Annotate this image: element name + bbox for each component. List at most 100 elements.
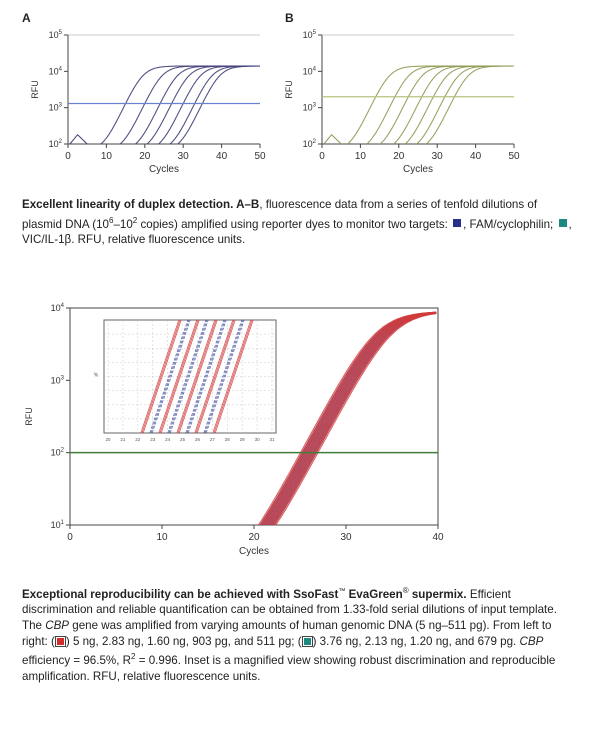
- y-tick-base-b: 10: [303, 66, 313, 76]
- amplification-curve-red: [270, 312, 437, 525]
- inset-curve-teal: [167, 320, 207, 433]
- y-axis-label-a: RFU: [30, 80, 40, 99]
- y-tick-label-a: 102: [49, 139, 63, 149]
- y-tick-base-main: 10: [51, 303, 61, 313]
- inset-curve-red: [142, 320, 182, 433]
- inset-curve-red: [141, 320, 181, 433]
- caption2-reg: ®: [402, 586, 409, 595]
- inset-curve-red: [160, 320, 200, 433]
- panel-label-b: B: [285, 11, 294, 25]
- y-tick-base-b: 10: [303, 30, 313, 40]
- caption1-bold: Excellent linearity of duplex detection.…: [22, 198, 260, 211]
- y-tick-base-a: 10: [49, 139, 59, 149]
- vic-swatch-icon: [558, 219, 567, 228]
- baseline-noise-a: [69, 133, 88, 144]
- inset-x-tick-label: 21: [120, 437, 126, 442]
- amplification-curve-b: [415, 65, 514, 144]
- inset-x-tick-label: 31: [269, 437, 275, 442]
- amplification-curve-b: [346, 65, 514, 144]
- fam-swatch-icon: [453, 219, 462, 228]
- amplification-curve-b: [425, 65, 514, 144]
- x-tick-label-b: 20: [393, 151, 405, 162]
- y-tick-label-b: 104: [303, 66, 317, 76]
- caption2-bold3: supermix.: [408, 587, 467, 601]
- caption2-p4: ) 3.76 ng, 2.13 ng, 1.20 ng, and 679 pg.: [312, 634, 520, 648]
- caption1-fam: , FAM/cyclophilin;: [463, 217, 557, 231]
- amplification-curve-b: [366, 65, 514, 144]
- inset-x-tick-label: 25: [180, 437, 186, 442]
- caption1-sup2: 2: [132, 215, 138, 225]
- inset-curve-red: [212, 320, 252, 433]
- inset-curve-red: [140, 320, 180, 433]
- x-tick-label-b: 30: [432, 151, 444, 162]
- caption1-part2: –10: [113, 217, 133, 231]
- baseline-noise-b: [323, 133, 342, 144]
- x-tick-label-b: 50: [508, 151, 520, 162]
- inset-curve-red: [195, 320, 235, 433]
- inset-x-tick-label: 22: [135, 437, 141, 442]
- inset-x-tick-label: 23: [150, 437, 156, 442]
- y-tick-exp-main: 3: [61, 375, 65, 381]
- caption2-cbp1: CBP: [45, 619, 70, 633]
- inset-curve-teal: [168, 320, 208, 433]
- inset-curve-red: [178, 320, 218, 433]
- inset-x-tick-label: 28: [225, 437, 231, 442]
- inset-curve-teal: [185, 320, 225, 433]
- caption1-part1: , fluorescence data from a series of ten…: [22, 198, 538, 231]
- amplification-curve-b: [404, 65, 514, 144]
- inset-curve-red: [177, 320, 217, 433]
- inset-curve-teal: [204, 320, 244, 433]
- caption2-cbp2: CBP: [519, 634, 544, 648]
- x-tick-label-a: 20: [139, 151, 151, 162]
- y-tick-label-a: 103: [49, 103, 63, 113]
- caption2-p5: efficiency = 96.5%, R: [22, 654, 132, 668]
- y-tick-label-main: 103: [51, 375, 65, 385]
- y-tick-exp-main: 4: [61, 303, 65, 309]
- y-tick-exp-a: 2: [59, 139, 63, 145]
- x-tick-label-a: 0: [65, 151, 71, 162]
- y-tick-exp-a: 5: [59, 30, 63, 36]
- x-tick-label-b: 10: [355, 151, 367, 162]
- amplification-curve-red: [275, 313, 437, 525]
- y-tick-label-b: 105: [303, 30, 317, 40]
- x-tick-label-main: 40: [432, 532, 444, 543]
- y-tick-exp-b: 5: [313, 30, 317, 36]
- y-axis-label-b: RFU: [284, 80, 294, 99]
- amplification-curve-a: [176, 65, 260, 144]
- caption-duplex: Excellent linearity of duplex detection.…: [22, 197, 572, 248]
- curves-a: [69, 65, 260, 144]
- caption1-sup1: 6: [109, 215, 114, 225]
- y-axis-label-main: RFU: [24, 407, 34, 426]
- caption2-p6: = 0.996. Inset is a magnified view showi…: [22, 654, 556, 683]
- amplification-curve-a: [100, 65, 260, 144]
- y-tick-exp-b: 4: [313, 66, 317, 72]
- amplification-curve-red: [268, 312, 437, 525]
- amplification-curve-a: [157, 65, 260, 144]
- caption2-p3: ) 5 ng, 2.83 ng, 1.60 ng, 903 pg, and 51…: [65, 634, 302, 648]
- x-tick-label-b: 40: [470, 151, 482, 162]
- curves-main: [257, 311, 437, 525]
- y-tick-label-main: 101: [51, 520, 65, 530]
- y-tick-label-a: 104: [49, 66, 63, 76]
- y-tick-base-b: 10: [303, 139, 313, 149]
- inset-x-tick-label: 27: [210, 437, 216, 442]
- inset-curve-teal: [186, 320, 226, 433]
- caption2-bold1: Exceptional reproducibility can be achie…: [22, 587, 339, 601]
- inset-curve-teal: [150, 320, 190, 433]
- caption2-bold2: EvaGreen: [345, 587, 403, 601]
- y-tick-label-b: 102: [303, 139, 317, 149]
- caption2-sup: 2: [131, 652, 136, 662]
- y-tick-label-main: 104: [51, 303, 65, 313]
- inset-curve-red: [194, 320, 234, 433]
- caption-reproducibility: Exceptional reproducibility can be achie…: [22, 583, 578, 684]
- inset-curve-red: [213, 320, 253, 433]
- y-tick-base-main: 10: [51, 375, 61, 385]
- x-axis-label-main: Cycles: [239, 546, 269, 557]
- inset-curve-red: [159, 320, 199, 433]
- amplification-curve-red: [272, 312, 437, 525]
- x-tick-label-main: 10: [156, 532, 168, 543]
